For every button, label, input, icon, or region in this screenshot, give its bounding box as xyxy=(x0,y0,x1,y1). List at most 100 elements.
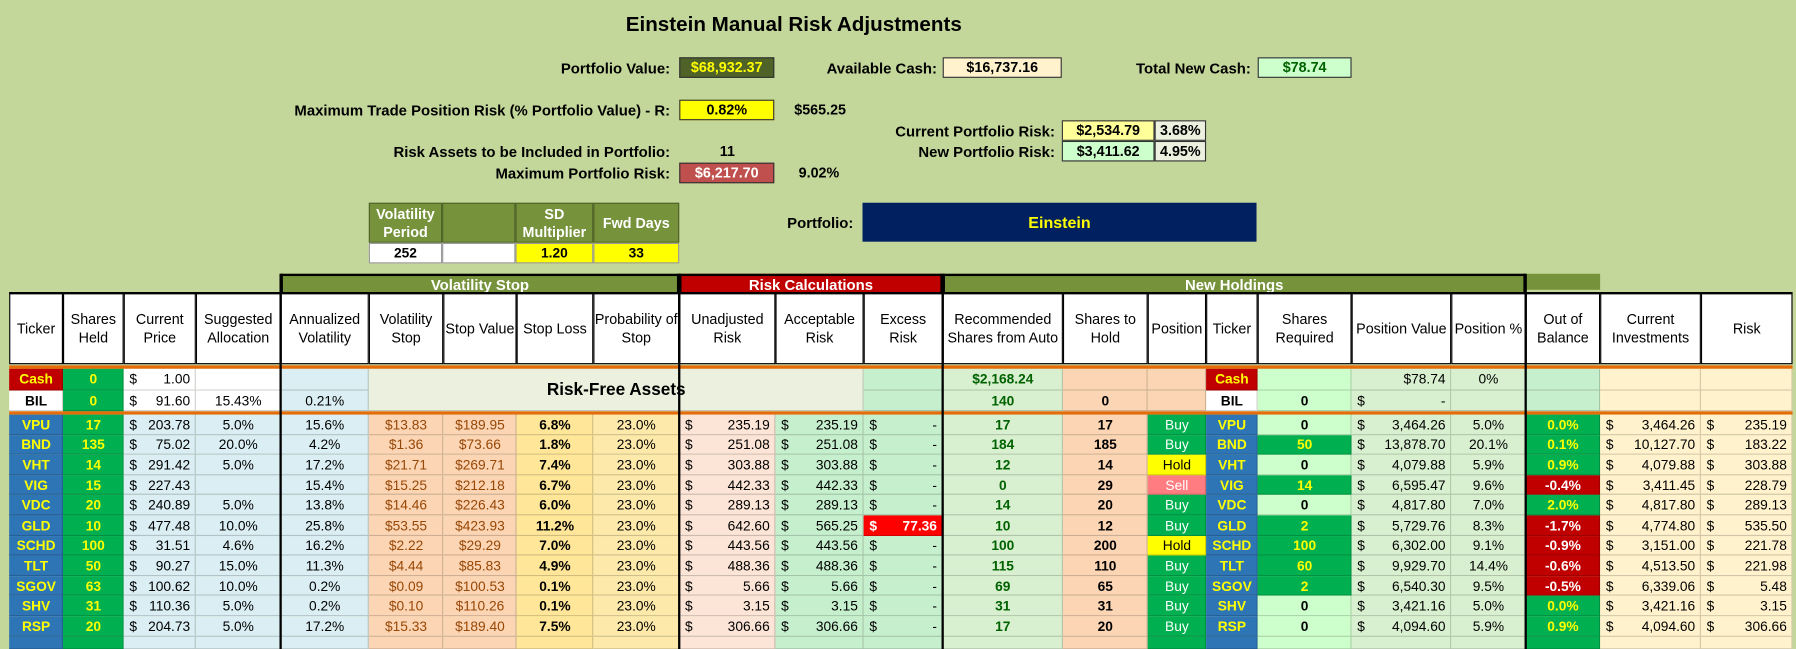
cell: VIG xyxy=(9,475,63,496)
max-portfolio-risk-label: Maximum Portfolio Risk: xyxy=(495,164,671,182)
cell-value: 23.0% xyxy=(616,477,656,494)
cell-value: 14 xyxy=(85,457,101,474)
cell: Cash xyxy=(9,368,63,391)
cell-value: 184 xyxy=(991,436,1015,453)
settings-header xyxy=(442,202,516,243)
cell: 8.3% xyxy=(1451,515,1526,536)
currency-symbol: $ xyxy=(1706,557,1715,574)
currency-symbol: $ xyxy=(1357,598,1365,615)
cell: $189.40 xyxy=(443,616,517,637)
cell: SHV xyxy=(9,596,63,617)
cell: Hold xyxy=(1147,454,1207,476)
cell-value: 0.0% xyxy=(1547,598,1579,615)
cell: 140 xyxy=(942,390,1063,412)
cell-value: $73.66 xyxy=(458,436,501,453)
cell-value: 17 xyxy=(995,416,1011,433)
cell-value: 29 xyxy=(1097,477,1113,494)
cell-value: 1.8% xyxy=(539,436,571,453)
cell-value: VHT xyxy=(1218,457,1246,474)
cell-value: 306.66 xyxy=(1744,618,1787,635)
cell-value: 6,595.47 xyxy=(1391,477,1446,494)
cell-value: 0 xyxy=(89,371,98,388)
max-portfolio-risk: $6,217.70 xyxy=(679,162,775,184)
cell xyxy=(679,636,776,649)
cell: 15 xyxy=(62,475,124,496)
cell: $291.42 xyxy=(123,454,196,476)
cell: SCHD xyxy=(1206,535,1258,556)
cell: $2.22 xyxy=(368,535,444,556)
cell: $91.60 xyxy=(123,390,196,412)
group-header-blank xyxy=(1525,273,1601,290)
currency-symbol: $ xyxy=(1706,517,1715,534)
cell xyxy=(1206,636,1258,649)
cell: 5.0% xyxy=(1451,414,1526,435)
currency-symbol: $ xyxy=(1357,416,1365,433)
cell-value: 0.2% xyxy=(309,577,341,595)
cell-value: 15.43% xyxy=(214,392,262,409)
currency-symbol: $ xyxy=(684,416,693,433)
cell: 0.9% xyxy=(1525,454,1601,476)
cell-value: VPU xyxy=(21,416,51,433)
cell-value: Buy xyxy=(1165,557,1189,574)
cell: $ - xyxy=(863,596,943,617)
cell: SGOV xyxy=(1206,575,1258,597)
cell-value: 227.43 xyxy=(148,477,191,494)
cell-value: $14.46 xyxy=(385,497,428,514)
cell: $5.48 xyxy=(1700,575,1793,597)
cell: 31 xyxy=(942,596,1063,617)
cell: $235.19 xyxy=(775,414,864,435)
cell-value: 7.4% xyxy=(539,457,571,474)
max-trade-risk-amount: $565.25 xyxy=(794,101,846,118)
cell: 5.0% xyxy=(195,495,281,516)
currency-symbol: $ xyxy=(129,577,138,595)
cell-value: 306.66 xyxy=(727,618,770,635)
cell-value: 31.51 xyxy=(155,537,191,554)
cell: Buy xyxy=(1147,575,1207,597)
cell: 4.2% xyxy=(280,434,369,455)
cell: 135 xyxy=(62,434,124,455)
column-header: Excess Risk xyxy=(863,292,943,365)
cell: $3,151.00 xyxy=(1600,535,1701,556)
cell-value: 488.36 xyxy=(815,557,858,574)
group-header: Volatility Stop xyxy=(280,273,680,293)
cell: TLT xyxy=(9,555,63,576)
cell-value: 17 xyxy=(1097,416,1113,433)
cell-value: 23.0% xyxy=(616,497,656,514)
cell: 23.0% xyxy=(593,495,680,516)
cell: 63 xyxy=(62,575,124,597)
cell: $1.36 xyxy=(368,434,444,455)
cell-value: 4,079.88 xyxy=(1391,457,1446,474)
cell: 69 xyxy=(942,575,1063,597)
cell xyxy=(1062,368,1148,391)
currency-symbol: $ xyxy=(1706,416,1715,433)
settings-value: 33 xyxy=(593,242,680,264)
cell: 9.1% xyxy=(1451,535,1526,556)
cell-value: 6,302.00 xyxy=(1391,537,1446,554)
cell: SCHD xyxy=(9,535,63,556)
cell-value: 140 xyxy=(991,392,1015,409)
cell xyxy=(863,368,943,391)
cell-value: Hold xyxy=(1162,457,1192,474)
currency-symbol: $ xyxy=(1357,392,1365,409)
cell: $642.60 xyxy=(679,515,776,536)
cell: 23.0% xyxy=(593,454,680,476)
cell xyxy=(1147,390,1207,412)
cell-value: -0.6% xyxy=(1544,557,1581,574)
cell-value: 306.66 xyxy=(815,618,858,635)
cell: 0 xyxy=(1257,495,1352,516)
cell-value: 235.19 xyxy=(727,416,770,433)
cell-value: - xyxy=(932,497,937,514)
cell: RSP xyxy=(1206,616,1258,637)
currency-symbol: $ xyxy=(869,537,878,554)
settings-header: SD Multiplier xyxy=(515,202,594,243)
currency-symbol: $ xyxy=(781,477,789,494)
cell: $78.74 xyxy=(1351,368,1452,391)
currency-symbol: $ xyxy=(869,416,878,433)
cell-value: 9.6% xyxy=(1472,477,1505,494)
cell: $ - xyxy=(1351,390,1452,412)
cell-value: 31 xyxy=(1097,598,1113,615)
currency-symbol: $ xyxy=(869,618,878,635)
cell-value: 91.60 xyxy=(155,392,191,409)
cell-value: 3,151.00 xyxy=(1641,537,1696,554)
